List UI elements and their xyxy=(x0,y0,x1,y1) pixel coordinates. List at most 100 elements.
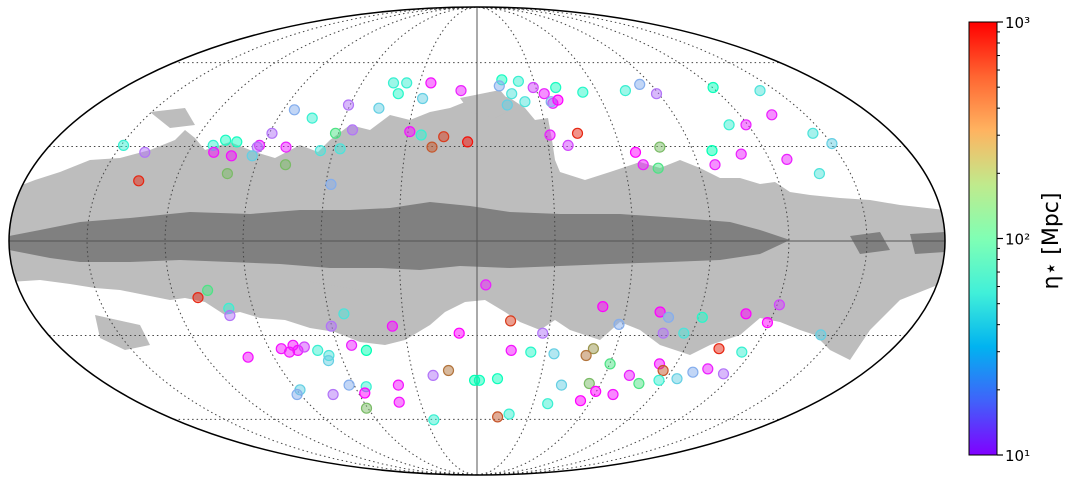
data-point xyxy=(438,131,450,143)
data-point xyxy=(387,77,400,89)
data-point xyxy=(425,77,437,89)
data-point xyxy=(453,327,465,339)
data-point xyxy=(678,327,690,339)
data-point xyxy=(279,159,292,171)
data-point xyxy=(815,329,827,341)
data-point xyxy=(192,292,204,304)
data-point xyxy=(597,301,609,313)
data-point xyxy=(761,317,774,329)
data-point xyxy=(242,351,254,363)
data-point xyxy=(740,308,752,320)
data-point xyxy=(512,75,525,87)
data-point xyxy=(590,385,602,397)
colorbar-ticks: 10¹ 10² 10³ xyxy=(997,14,1030,465)
data-point xyxy=(346,339,358,351)
data-point xyxy=(653,374,665,386)
data-point xyxy=(544,129,556,141)
data-point xyxy=(505,315,517,327)
data-point xyxy=(298,341,310,353)
data-point xyxy=(288,104,300,116)
data-point xyxy=(527,81,539,94)
data-point xyxy=(562,139,574,151)
data-point xyxy=(334,143,346,155)
data-points xyxy=(117,74,838,426)
data-point xyxy=(587,343,600,355)
data-point xyxy=(555,379,568,391)
data-point xyxy=(393,396,405,408)
data-point xyxy=(813,168,826,180)
data-point xyxy=(657,364,669,377)
colorbar-label: η⋆ [Mpc] xyxy=(1039,193,1064,290)
data-point xyxy=(577,86,589,98)
data-point xyxy=(224,309,236,322)
data-point xyxy=(687,366,699,378)
data-point xyxy=(505,344,517,356)
data-point xyxy=(781,153,793,165)
data-point xyxy=(322,355,335,367)
data-point xyxy=(428,414,440,426)
data-point xyxy=(503,408,515,420)
data-point xyxy=(826,138,838,150)
data-point xyxy=(537,327,549,339)
data-point xyxy=(220,134,232,146)
data-point xyxy=(501,99,513,111)
data-point xyxy=(607,388,619,401)
data-point xyxy=(246,150,258,162)
data-point xyxy=(202,284,214,296)
data-point xyxy=(325,320,337,332)
data-point xyxy=(713,343,725,355)
data-point xyxy=(623,369,636,381)
data-point xyxy=(740,119,752,131)
data-point xyxy=(392,88,404,100)
meridian-gridline xyxy=(164,7,478,475)
meridian-gridline xyxy=(476,7,868,475)
data-point xyxy=(574,395,587,407)
colorbar-tick-label: 10³ xyxy=(1005,14,1030,32)
data-point xyxy=(506,88,518,100)
data-point xyxy=(723,119,735,131)
data-point xyxy=(359,387,371,399)
data-point xyxy=(654,306,666,318)
data-point xyxy=(401,77,413,89)
data-point xyxy=(373,102,385,114)
data-point xyxy=(807,127,819,139)
data-point xyxy=(552,94,564,106)
data-point xyxy=(619,84,632,97)
data-point xyxy=(325,178,337,190)
data-point xyxy=(650,88,663,100)
data-point xyxy=(634,78,646,91)
data-point xyxy=(538,88,550,100)
data-point xyxy=(426,141,438,153)
data-point xyxy=(571,127,584,139)
data-point xyxy=(736,346,748,358)
data-point xyxy=(404,126,416,138)
data-point xyxy=(652,162,664,174)
data-point xyxy=(519,96,531,108)
data-point xyxy=(493,80,505,92)
data-point xyxy=(580,349,592,362)
data-point xyxy=(604,358,616,370)
data-point xyxy=(221,168,233,180)
colorbar-tick-label: 10² xyxy=(1005,231,1030,249)
data-point xyxy=(662,311,675,323)
data-point xyxy=(637,159,649,171)
data-point xyxy=(133,175,145,187)
data-point xyxy=(455,84,467,97)
colorbar-tick-label: 10¹ xyxy=(1005,447,1030,465)
dark-mask-patch xyxy=(910,232,945,254)
data-point xyxy=(139,146,151,158)
data-point xyxy=(291,388,303,401)
data-point xyxy=(280,141,292,153)
data-point xyxy=(462,136,474,148)
data-point xyxy=(542,398,554,410)
light-mask-patch xyxy=(300,280,372,318)
data-point xyxy=(231,136,243,148)
data-point xyxy=(312,344,324,356)
data-point xyxy=(386,320,398,332)
data-point xyxy=(629,146,642,158)
light-mask-patch xyxy=(95,315,150,350)
data-point xyxy=(306,112,318,124)
data-point xyxy=(360,402,373,414)
light-mask-patch xyxy=(460,90,515,118)
data-point xyxy=(754,84,766,97)
